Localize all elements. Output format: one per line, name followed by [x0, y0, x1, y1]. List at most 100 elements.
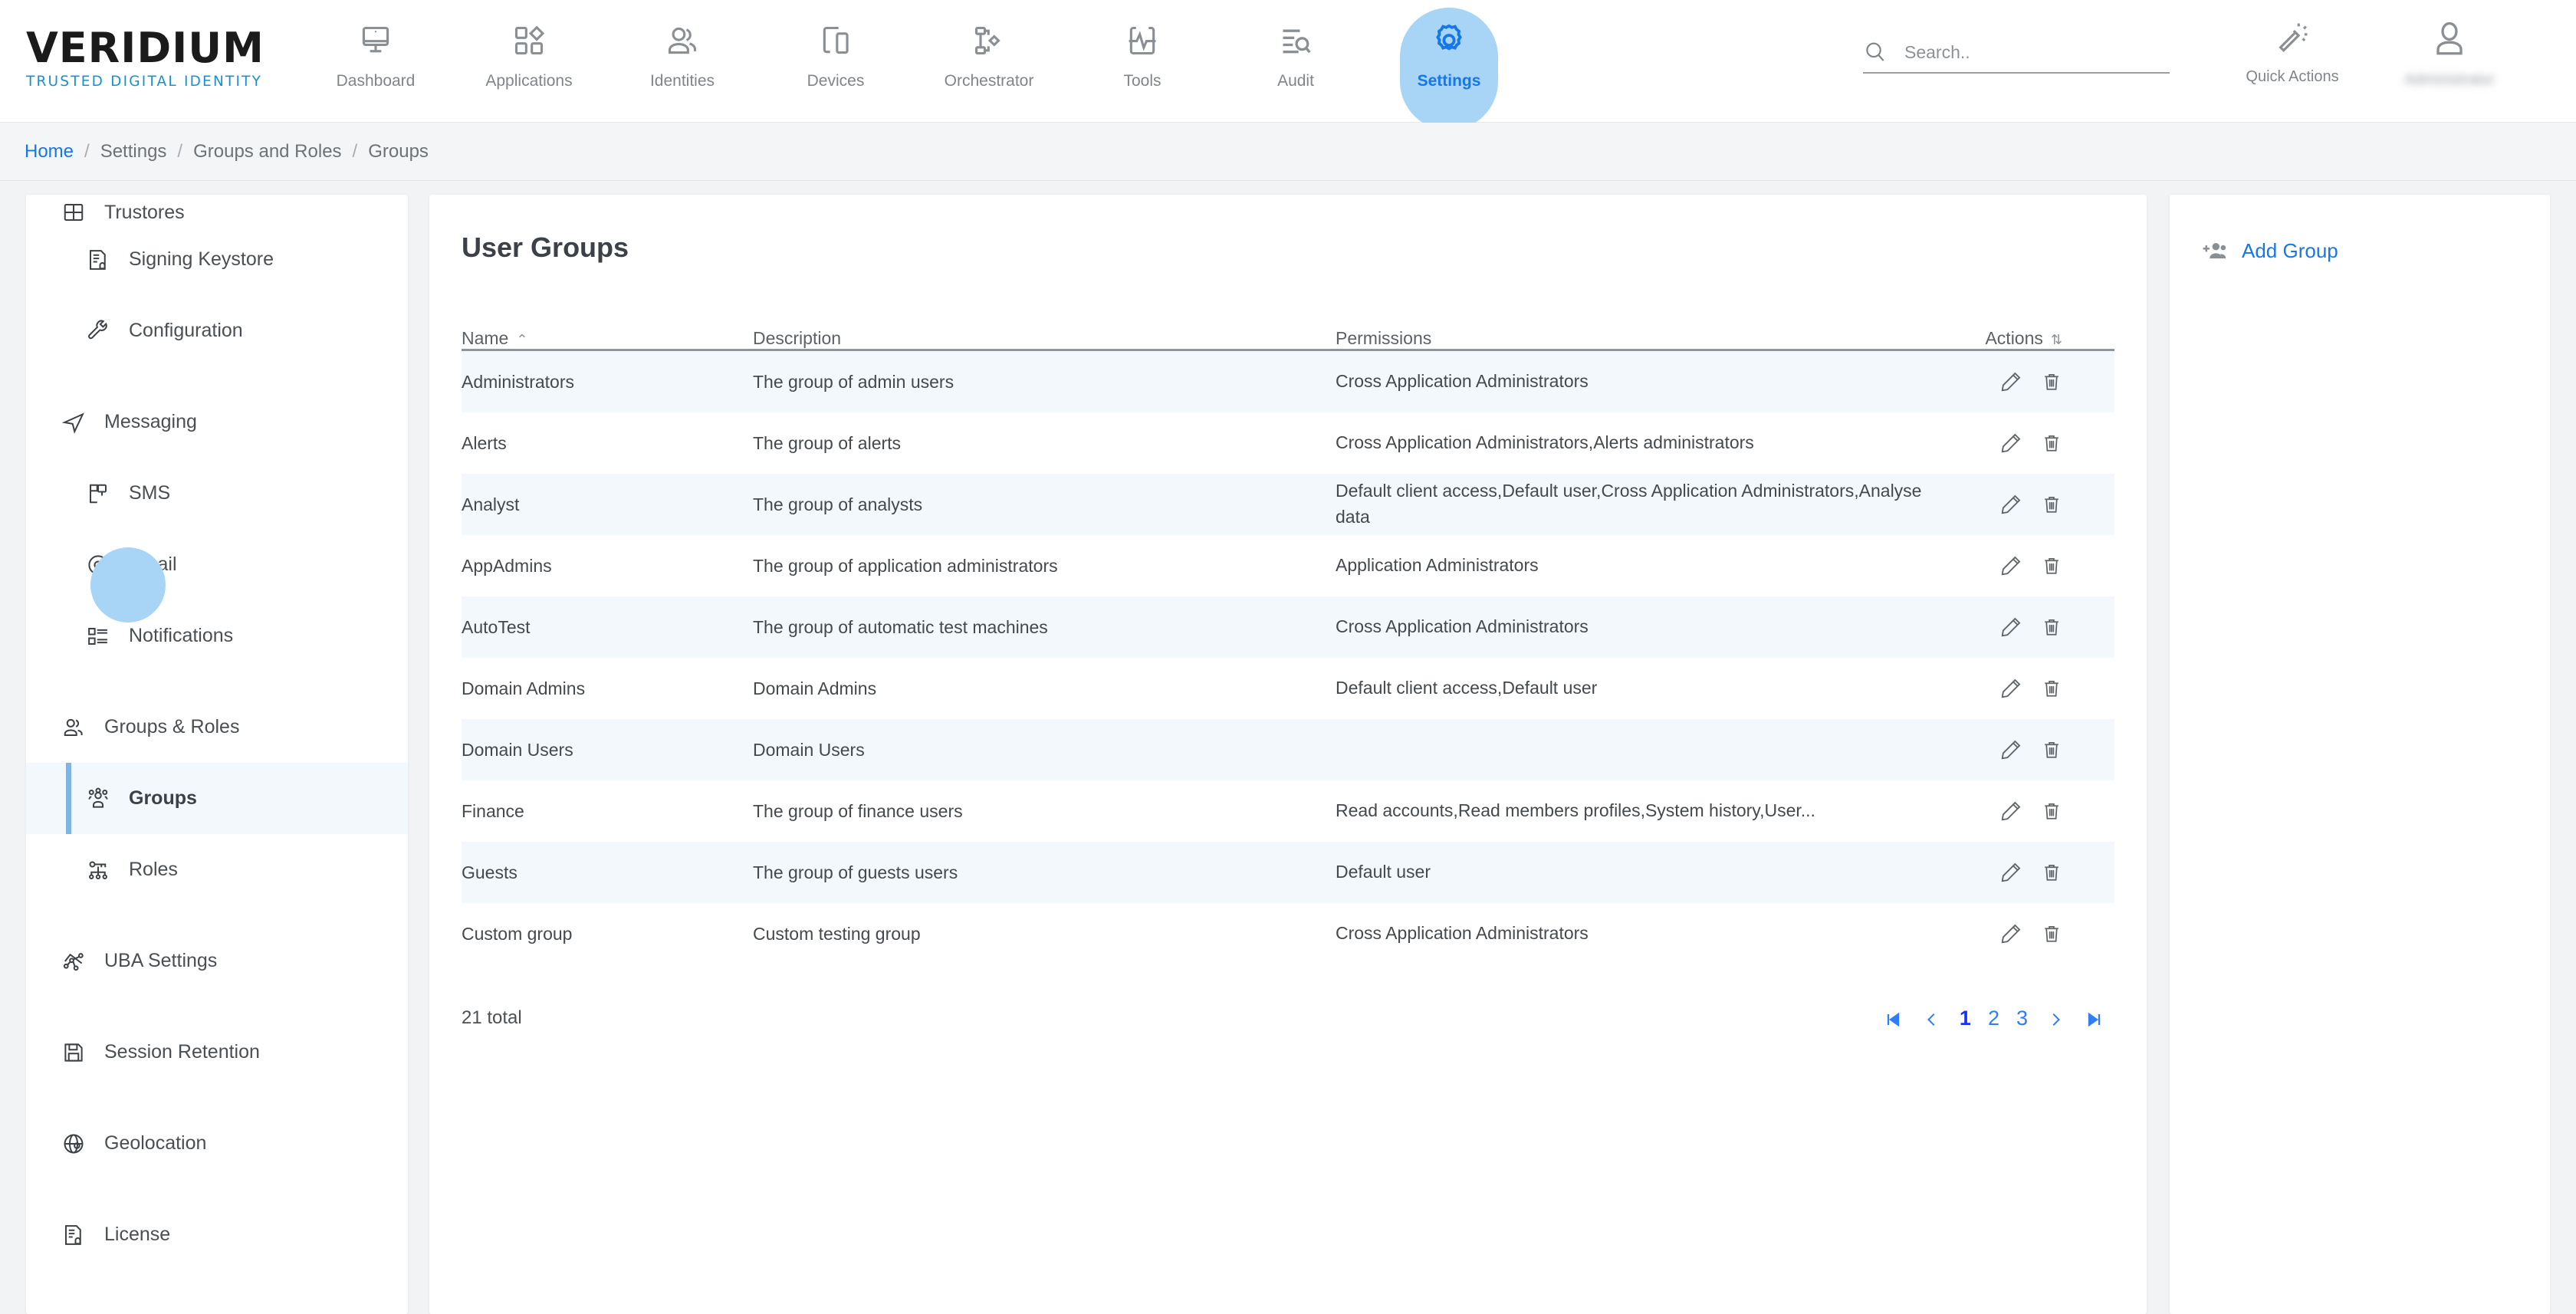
sidebar-item-trustores[interactable]: Trustores — [26, 195, 408, 224]
nav-label: Devices — [807, 72, 865, 90]
sidebar-item-geolocation[interactable]: Geolocation — [26, 1108, 408, 1179]
devices-icon — [813, 18, 858, 63]
pagination-last-button[interactable] — [2075, 1007, 2114, 1028]
sidebar-item-configuration[interactable]: Configuration — [26, 295, 408, 366]
pagination-page-1[interactable]: 1 — [1959, 1006, 1971, 1030]
column-header-name[interactable]: Name ⌃ — [462, 328, 753, 349]
sidebar-item-session-retention[interactable]: Session Retention — [26, 1017, 408, 1088]
column-header-actions[interactable]: Actions ⇅ — [1941, 328, 2064, 349]
sidebar-item-license[interactable]: License — [26, 1199, 408, 1270]
brand-logo[interactable]: VERIDIUM TRUSTED DIGITAL IDENTITY — [0, 0, 276, 90]
table-row[interactable]: Finance The group of finance users Read ac… — [462, 780, 2114, 842]
cell-description: The group of application administrators — [753, 555, 1058, 576]
cell-permissions: Application Administrators — [1336, 555, 1539, 576]
table-row[interactable]: Guests The group of guests users Default u… — [462, 842, 2114, 903]
sidebar-item-groups-roles[interactable]: Groups & Roles — [26, 691, 408, 763]
pulse-icon — [1120, 18, 1165, 63]
pagination-page-2[interactable]: 2 — [1987, 1006, 1999, 1030]
sort-both-icon[interactable]: ⇅ — [2050, 332, 2062, 347]
edit-icon[interactable] — [1999, 370, 2022, 393]
sidebar-item-admin-auth[interactable]: Admin auth — [26, 1290, 408, 1314]
sort-asc-icon[interactable]: ⌃ — [516, 332, 528, 347]
cell-actions — [1941, 677, 2064, 700]
delete-icon[interactable] — [2041, 861, 2062, 884]
table-row[interactable]: Domain Admins Domain Admins Default client… — [462, 658, 2114, 719]
add-group-button[interactable]: Add Group — [2170, 195, 2550, 263]
wrench-icon — [81, 320, 115, 343]
breadcrumb-item-groups-and-roles[interactable]: Groups and Roles — [193, 140, 342, 162]
user-name: Administrator — [2404, 71, 2495, 88]
sidebar-item-uba-settings[interactable]: UBA Settings — [26, 925, 408, 997]
table-row[interactable]: Alerts The group of alerts Cross Applicati… — [462, 412, 2114, 474]
cell-permissions: Cross Application Administrators — [1336, 616, 1589, 637]
breadcrumb-separator: / — [352, 140, 358, 162]
sidebar-item-label: Session Retention — [104, 1041, 260, 1063]
cell-permissions: Default client access,Default user — [1336, 678, 1598, 698]
edit-icon[interactable] — [1999, 554, 2022, 577]
nav-item-tools[interactable]: Tools — [1066, 8, 1219, 98]
sidebar-item-signing-keystore[interactable]: Signing Keystore — [26, 224, 408, 295]
edit-icon[interactable] — [1999, 922, 2022, 945]
nav-item-applications[interactable]: Applications — [452, 8, 606, 98]
edit-icon[interactable] — [1999, 493, 2022, 516]
nav-item-dashboard[interactable]: Dashboard — [299, 8, 452, 98]
delete-icon[interactable] — [2041, 738, 2062, 761]
pagination-next-button[interactable] — [2036, 1007, 2075, 1028]
nav-item-devices[interactable]: Devices — [759, 8, 912, 98]
cell-description: The group of automatic test machines — [753, 616, 1048, 637]
sidebar-item-label: Signing Keystore — [129, 248, 274, 270]
nav-item-settings[interactable]: Settings — [1372, 8, 1526, 130]
table-row[interactable]: AutoTest The group of automatic test mach… — [462, 596, 2114, 658]
delete-icon[interactable] — [2041, 554, 2062, 577]
breadcrumb-item-settings[interactable]: Settings — [100, 140, 167, 162]
save-icon — [57, 1041, 90, 1064]
pagination-first-button[interactable] — [1873, 1007, 1913, 1028]
edit-icon[interactable] — [1999, 800, 2022, 823]
sidebar-item-sms[interactable]: SMS — [26, 458, 408, 529]
nav-item-orchestrator[interactable]: Orchestrator — [912, 8, 1066, 98]
nav-label: Settings — [1417, 72, 1481, 90]
sidebar-item-email[interactable]: Email — [26, 529, 408, 600]
cell-name: Guests — [462, 862, 518, 882]
sidebar-item-roles[interactable]: Roles — [26, 834, 408, 905]
table-row[interactable]: Analyst The group of analysts Default clie… — [462, 474, 2114, 535]
edit-icon[interactable] — [1999, 738, 2022, 761]
table-row[interactable]: Custom group Custom testing group Cross Ap… — [462, 903, 2114, 964]
edit-icon[interactable] — [1999, 861, 2022, 884]
brand-name-text: VERIDIUM — [26, 24, 264, 72]
keystore-icon — [81, 248, 115, 271]
breadcrumb-item-home[interactable]: Home — [25, 140, 74, 162]
nav-item-identities[interactable]: Identities — [606, 8, 759, 98]
user-menu[interactable]: Administrator — [2361, 18, 2538, 89]
cell-name: Custom group — [462, 923, 573, 944]
sidebar-item-notifications[interactable]: Notifications — [26, 600, 408, 672]
delete-icon[interactable] — [2041, 677, 2062, 700]
nav-item-audit[interactable]: Audit — [1219, 8, 1372, 98]
cell-description: The group of admin users — [753, 371, 955, 392]
pagination-page-3[interactable]: 3 — [2016, 1006, 2028, 1030]
sidebar-item-groups[interactable]: Groups — [26, 763, 408, 834]
delete-icon[interactable] — [2041, 616, 2062, 639]
quick-actions-button[interactable]: Quick Actions — [2223, 18, 2361, 86]
search-box[interactable] — [1863, 32, 2170, 74]
search-input[interactable] — [1904, 41, 2170, 63]
sidebar-group-spacer — [26, 905, 408, 925]
edit-icon[interactable] — [1999, 432, 2022, 455]
cell-permissions: Read accounts,Read members profiles,Syst… — [1336, 800, 1815, 821]
table-row[interactable]: Domain Users Domain Users — [462, 719, 2114, 780]
table-footer: 21 total 1 2 3 — [462, 1007, 2114, 1029]
cell-description: Domain Users — [753, 739, 865, 760]
column-header-description[interactable]: Description — [753, 328, 1336, 349]
delete-icon[interactable] — [2041, 370, 2062, 393]
edit-icon[interactable] — [1999, 616, 2022, 639]
delete-icon[interactable] — [2041, 493, 2062, 516]
column-header-permissions[interactable]: Permissions — [1336, 328, 1941, 349]
delete-icon[interactable] — [2041, 922, 2062, 945]
table-row[interactable]: Administrators The group of admin users Cr… — [462, 351, 2114, 412]
edit-icon[interactable] — [1999, 677, 2022, 700]
sidebar-item-messaging[interactable]: Messaging — [26, 386, 408, 458]
table-row[interactable]: AppAdmins The group of application admini… — [462, 535, 2114, 596]
delete-icon[interactable] — [2041, 800, 2062, 823]
pagination-prev-button[interactable] — [1913, 1007, 1951, 1028]
delete-icon[interactable] — [2041, 432, 2062, 455]
